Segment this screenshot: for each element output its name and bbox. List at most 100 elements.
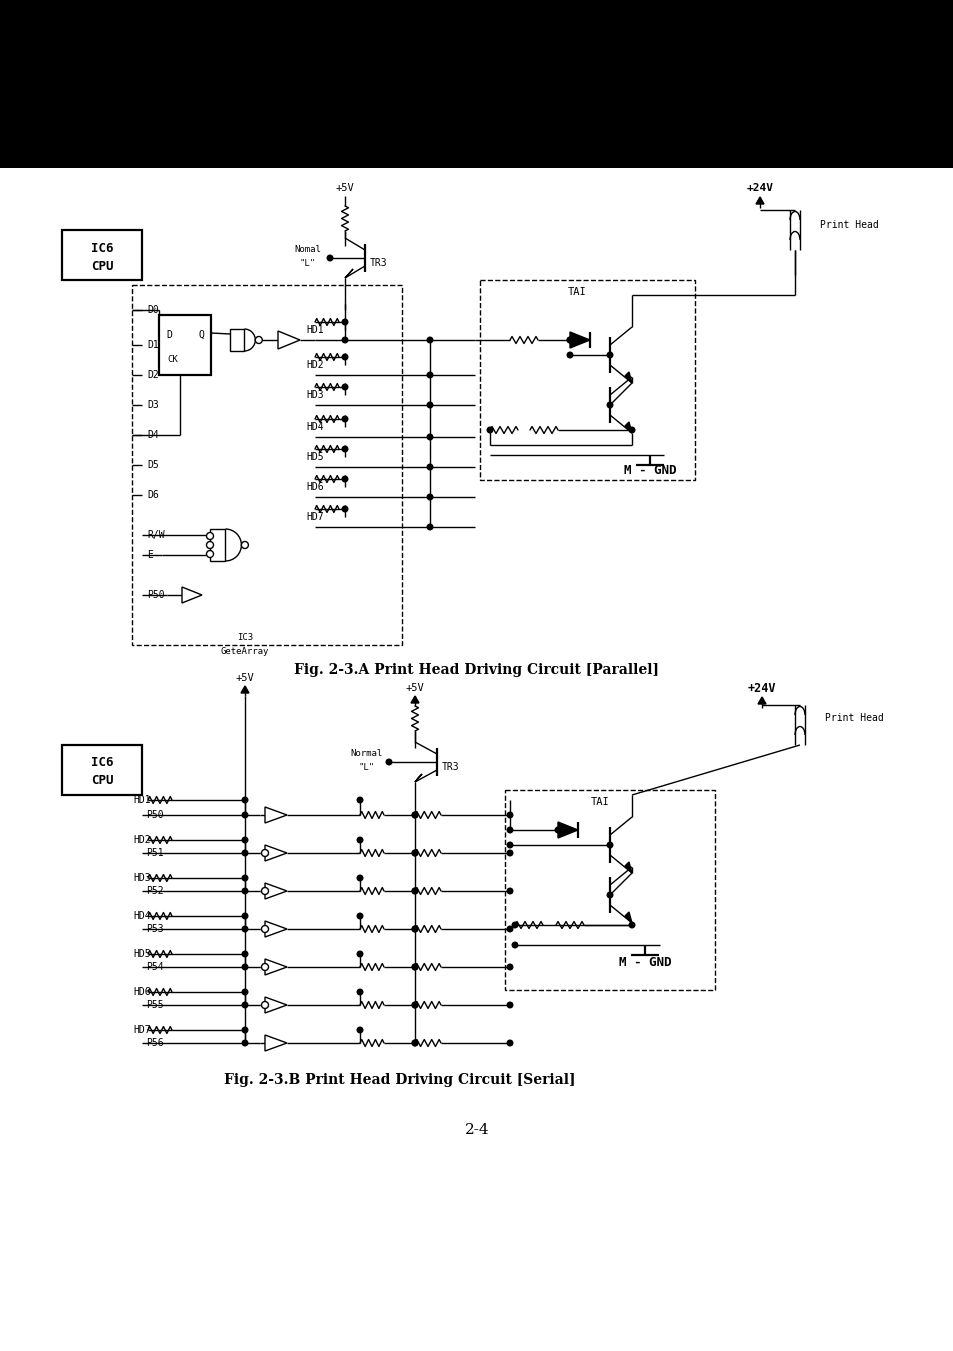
Text: TR3: TR3: [441, 762, 459, 771]
Circle shape: [555, 827, 560, 832]
Circle shape: [412, 888, 417, 894]
Circle shape: [427, 465, 433, 470]
Circle shape: [206, 542, 213, 549]
Bar: [62, 744, 142, 794]
Text: P51: P51: [146, 848, 164, 858]
Circle shape: [412, 1002, 417, 1008]
Circle shape: [261, 1001, 268, 1008]
Circle shape: [507, 888, 513, 894]
Text: HD1: HD1: [132, 794, 151, 805]
Circle shape: [507, 827, 513, 832]
Circle shape: [356, 951, 362, 957]
Circle shape: [606, 892, 612, 898]
Text: D5: D5: [147, 459, 158, 470]
Circle shape: [342, 416, 348, 422]
Bar: [159, 315, 211, 376]
Polygon shape: [265, 921, 287, 938]
Text: D6: D6: [147, 490, 158, 500]
Circle shape: [412, 812, 417, 817]
Text: TAI: TAI: [590, 797, 609, 807]
Polygon shape: [755, 197, 763, 204]
Circle shape: [342, 354, 348, 359]
Text: P52: P52: [146, 886, 164, 896]
Text: "L": "L": [299, 258, 315, 267]
Text: HD1: HD1: [306, 326, 323, 335]
Circle shape: [356, 1027, 362, 1032]
Circle shape: [255, 336, 262, 343]
Circle shape: [242, 927, 248, 932]
Text: IC6: IC6: [91, 242, 113, 254]
Text: P54: P54: [146, 962, 164, 971]
Text: "L": "L": [358, 762, 375, 771]
Circle shape: [242, 951, 248, 957]
Circle shape: [412, 1002, 417, 1008]
Bar: [210, 530, 225, 561]
Text: P55: P55: [146, 1000, 164, 1011]
Circle shape: [606, 842, 612, 848]
Text: +24V: +24V: [745, 182, 773, 193]
Text: D: D: [166, 330, 172, 340]
Polygon shape: [241, 686, 249, 693]
Text: Fig. 2-3.B Print Head Driving Circuit [Serial]: Fig. 2-3.B Print Head Driving Circuit [S…: [224, 1073, 576, 1088]
Text: R/W: R/W: [147, 530, 165, 540]
Text: CK: CK: [168, 354, 178, 363]
Text: +24V: +24V: [747, 681, 776, 694]
Text: D4: D4: [147, 430, 158, 440]
Text: HD7: HD7: [306, 512, 323, 521]
Polygon shape: [265, 959, 287, 975]
Circle shape: [241, 542, 248, 549]
Circle shape: [427, 338, 433, 343]
Circle shape: [242, 989, 248, 994]
Circle shape: [342, 338, 348, 343]
Text: CPU: CPU: [91, 774, 113, 786]
Circle shape: [342, 476, 348, 482]
Text: +5V: +5V: [335, 182, 354, 193]
Polygon shape: [558, 821, 578, 838]
Text: Fig. 2-3.A Print Head Driving Circuit [Parallel]: Fig. 2-3.A Print Head Driving Circuit [P…: [294, 663, 659, 677]
Polygon shape: [624, 372, 631, 382]
Text: CPU: CPU: [91, 259, 113, 273]
Circle shape: [242, 838, 248, 843]
Polygon shape: [411, 696, 418, 703]
Polygon shape: [265, 997, 287, 1013]
Circle shape: [412, 812, 417, 817]
Circle shape: [242, 812, 248, 817]
Text: HD4: HD4: [132, 911, 151, 921]
Circle shape: [261, 925, 268, 932]
Text: TAI: TAI: [568, 286, 586, 297]
Text: TR3: TR3: [370, 258, 387, 267]
Circle shape: [356, 989, 362, 994]
Text: M - GND: M - GND: [623, 463, 676, 477]
Circle shape: [567, 338, 572, 343]
Bar: [230, 330, 244, 351]
Circle shape: [327, 255, 333, 261]
Bar: [62, 230, 142, 280]
Circle shape: [206, 532, 213, 539]
Text: HD3: HD3: [132, 873, 151, 884]
Circle shape: [242, 913, 248, 919]
Circle shape: [629, 427, 634, 432]
Text: HD7: HD7: [132, 1025, 151, 1035]
Polygon shape: [569, 332, 589, 349]
Polygon shape: [624, 422, 631, 434]
Circle shape: [567, 353, 572, 358]
Text: HD3: HD3: [306, 390, 323, 400]
Text: HD5: HD5: [132, 948, 151, 959]
Text: HD6: HD6: [132, 988, 151, 997]
Polygon shape: [345, 269, 353, 278]
Text: P56: P56: [146, 1038, 164, 1048]
Text: HD4: HD4: [306, 422, 323, 432]
Circle shape: [261, 963, 268, 970]
Text: GeteArray: GeteArray: [220, 647, 269, 655]
Circle shape: [342, 446, 348, 451]
Circle shape: [261, 850, 268, 857]
Text: Nomal: Nomal: [294, 246, 321, 254]
Circle shape: [242, 850, 248, 855]
Text: P50: P50: [147, 590, 165, 600]
Circle shape: [507, 1040, 513, 1046]
Bar: [504, 790, 714, 990]
Text: HD2: HD2: [306, 359, 323, 370]
Text: +5V: +5V: [405, 684, 424, 693]
Text: IC6: IC6: [91, 755, 113, 769]
Text: +5V: +5V: [235, 673, 254, 684]
